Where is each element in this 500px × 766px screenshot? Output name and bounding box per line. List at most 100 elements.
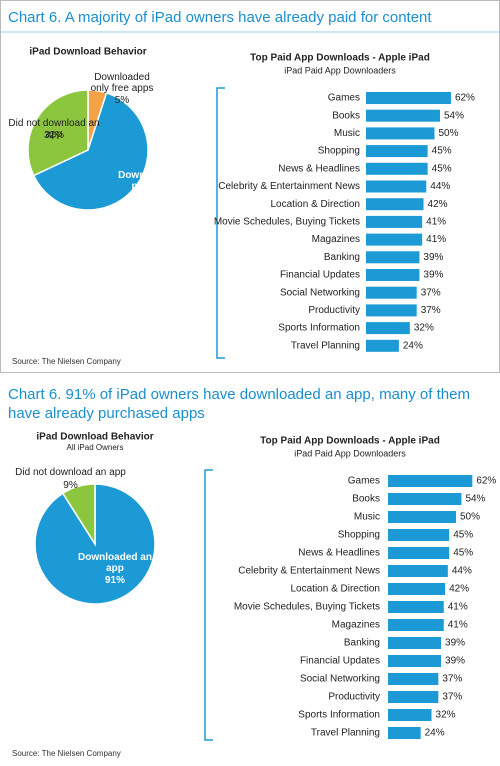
bar [388,547,450,559]
bar-value-label: 45% [432,146,452,157]
bar-label: Financial Updates [300,656,380,667]
bar-value-label: 37% [442,692,462,703]
bar-value-label: 54% [465,494,485,505]
chart-heading: Chart 6. A majority of iPad owners have … [8,9,432,26]
bar-label: Music [354,512,380,523]
bar-label: Books [352,494,380,505]
bar [388,583,446,595]
bar-value-label: 44% [452,566,472,577]
bar [366,233,423,246]
slice-value-label: 63% [141,192,162,203]
bar [366,251,420,264]
bar-label: Location & Direction [271,199,361,210]
bar-value-label: 39% [445,638,465,649]
bar [388,511,456,523]
slice-label: Downloaded only free apps [90,72,154,94]
bar-value-label: 45% [453,548,473,559]
bar-label: Financial Updates [280,270,360,281]
bar [366,304,417,317]
bar [388,709,432,721]
bar [388,493,462,505]
source: Source: The Nielsen Company [12,749,121,758]
bar-value-label: 39% [423,252,443,263]
bar-value-label: 62% [476,476,496,487]
bar-chart-title: Top Paid App Downloads - Apple iPad [260,436,440,447]
pie-slice [27,89,89,177]
bar [388,637,442,649]
bar [366,286,417,299]
chart-heading: Chart 6. 91% of iPad owners have downloa… [8,386,470,422]
bar-label: News & Headlines [278,163,360,174]
bar-value-label: 41% [426,217,446,228]
bar-value-label: 24% [425,728,445,739]
bar [388,529,450,541]
bar [388,727,421,739]
bar-label: Productivity [308,305,360,316]
bar [388,601,444,613]
bar [366,109,440,122]
bar-value-label: 42% [428,199,448,210]
bar-label: Celebrity & Entertainment News [238,566,380,577]
bar [388,691,439,703]
bar-value-label: 41% [448,620,468,631]
bar [366,162,428,175]
bar-value-label: 39% [423,270,443,281]
bar-value-label: 62% [455,93,475,104]
bar-value-label: 42% [449,584,469,595]
bar-chart-subtitle: iPad Paid App Downloaders [294,448,406,458]
bar-label: Shopping [338,530,380,541]
bar [388,619,444,631]
bar-label: Sports Information [298,710,380,721]
bar-label: Magazines [312,234,360,245]
bar-chart-title: Top Paid App Downloads - Apple iPad [250,53,430,64]
bracket [216,87,225,359]
bar [388,475,473,487]
slice-value-label: 5% [114,95,130,106]
bar [388,673,439,685]
bar-value-label: 50% [439,128,459,139]
bar-label: Banking [344,638,380,649]
slice-label: Did not download an app [8,118,100,140]
slice-value-label: 9% [63,480,78,491]
bar-label: Music [334,128,360,139]
bar-value-label: 44% [430,181,450,192]
bar [366,198,424,211]
bar-value-label: 41% [426,234,446,245]
bar [366,269,420,281]
pie-title: iPad Download Behavior [29,47,146,58]
bar-value-label: 37% [421,305,441,316]
bar-value-label: 50% [460,512,480,523]
bar-label: Books [332,110,360,121]
bar-value-label: 41% [448,602,468,613]
pie-slice [32,91,149,211]
bar-label: Movie Schedules, Buying Tickets [214,217,360,228]
bar [366,180,427,193]
bar-value-label: 39% [445,656,465,667]
bar-label: Social Networking [300,674,380,685]
bar-value-label: 37% [442,674,462,685]
bar-label: Banking [324,252,360,263]
bar-label: Movie Schedules, Buying Tickets [234,602,380,613]
bar-label: Travel Planning [291,340,360,351]
bar-value-label: 37% [421,287,441,298]
bar-label: News & Headlines [298,548,380,559]
pie-title: iPad Download Behavior [36,432,153,443]
bar [366,127,435,140]
bar [366,322,410,335]
bar-value-label: 32% [414,323,434,334]
bar-label: Social Networking [280,287,360,298]
bar-label: Productivity [328,692,380,703]
bar-label: Location & Direction [291,584,381,595]
slice-label: Downloaded a paid app [118,170,186,192]
bar-value-label: 24% [403,340,423,351]
bar [388,655,442,667]
bar-label: Magazines [332,620,380,631]
bar [366,92,451,104]
slice-value-label: 32% [43,130,64,141]
bar [366,145,428,158]
bar-label: Travel Planning [311,728,380,739]
slice-label: Did not download an app [15,467,126,478]
bar-label: Celebrity & Entertainment News [218,181,360,192]
